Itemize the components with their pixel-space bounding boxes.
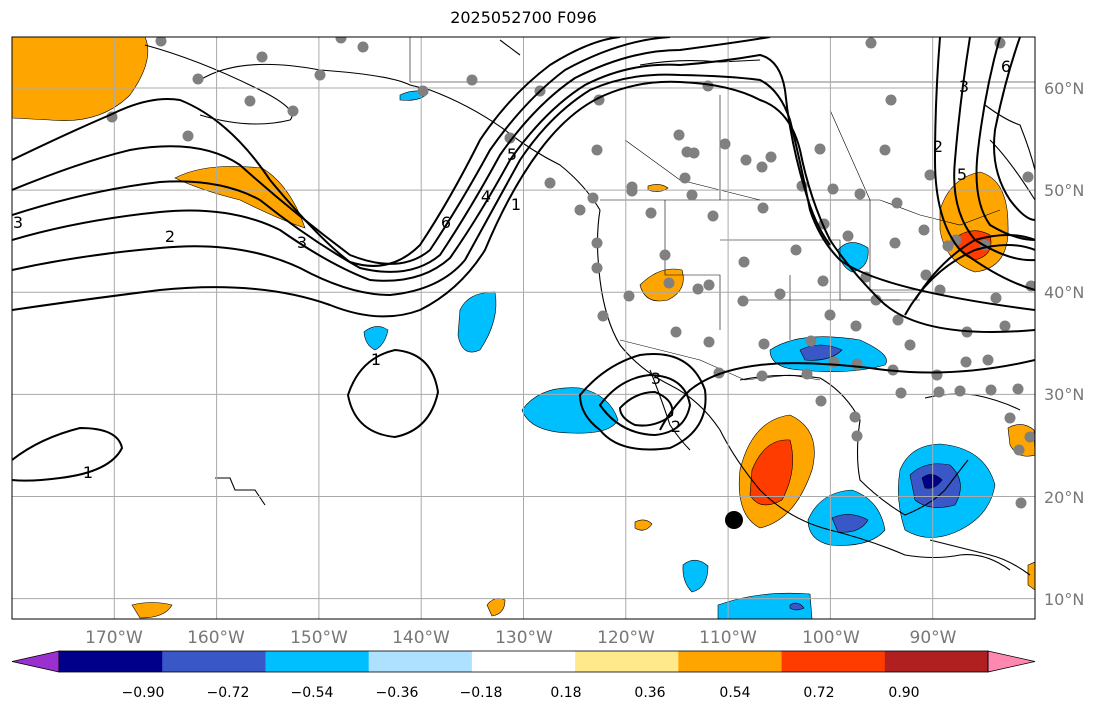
contour-label: 2 xyxy=(671,417,681,436)
map-content: 1 2 3 6 4 5 1 3 2 1 2 3 5 6 3 xyxy=(12,37,1035,619)
colorbar-segment xyxy=(884,651,989,672)
contour-label: 5 xyxy=(507,145,517,164)
colorbar-segment xyxy=(162,651,266,672)
station-markers xyxy=(106,37,1035,509)
colorbar-tick: −0.54 xyxy=(291,685,334,701)
lon-label: 90°W xyxy=(910,628,957,648)
map-frame xyxy=(11,36,1036,620)
latitude-labels: 60°N 50°N 40°N 30°N 20°N 10°N xyxy=(1044,79,1084,609)
lon-label: 100°W xyxy=(802,628,860,648)
contour-label: 3 xyxy=(297,233,307,252)
colorbar-extend-low xyxy=(11,650,60,673)
colorbar-tick: −0.18 xyxy=(460,685,503,701)
colorbar-segment xyxy=(59,651,163,672)
lon-label: 170°W xyxy=(85,628,143,648)
contour-label: 1 xyxy=(371,350,381,369)
lat-label: 10°N xyxy=(1044,590,1084,609)
colorbar-ticks: −0.90 −0.72 −0.54 −0.36 −0.18 0.18 0.36 … xyxy=(122,685,920,701)
colorbar-segment xyxy=(471,651,576,672)
lon-label: 120°W xyxy=(597,628,655,648)
lat-label: 60°N xyxy=(1044,79,1084,98)
contour-label: 2 xyxy=(933,137,943,156)
colorbar-extend-high xyxy=(987,650,1036,673)
lon-label: 140°W xyxy=(392,628,450,648)
contour-label: 2 xyxy=(165,227,175,246)
contour-label: 3 xyxy=(651,369,661,388)
colorbar xyxy=(11,650,1036,673)
contour-label: 3 xyxy=(959,77,969,96)
colorbar-tick: 0.54 xyxy=(719,685,750,701)
contour-label: 3 xyxy=(13,213,23,232)
colorbar-segment xyxy=(781,651,886,672)
lon-label: 160°W xyxy=(187,628,245,648)
colorbar-tick: 0.36 xyxy=(634,685,665,701)
contour-label: 1 xyxy=(83,463,93,482)
lon-label: 130°W xyxy=(495,628,553,648)
lon-label: 110°W xyxy=(699,628,757,648)
contour-lines xyxy=(12,37,1035,482)
colorbar-tick: −0.72 xyxy=(207,685,250,701)
colorbar-tick: −0.90 xyxy=(122,685,165,701)
contour-labels: 1 2 3 6 4 5 1 3 2 1 2 3 5 6 3 xyxy=(13,57,1011,482)
storm-marker xyxy=(725,511,743,529)
contour-label: 6 xyxy=(441,213,451,232)
contour-label: 1 xyxy=(511,195,521,214)
colorbar-segment xyxy=(265,651,370,672)
colorbar-frame xyxy=(58,650,989,673)
contour-label: 4 xyxy=(481,187,491,206)
lat-label: 20°N xyxy=(1044,488,1084,507)
colorbar-tick: −0.36 xyxy=(376,685,419,701)
contour-label: 6 xyxy=(1001,57,1011,76)
lon-label: 150°W xyxy=(290,628,348,648)
contour-label: 5 xyxy=(957,165,967,184)
lat-label: 30°N xyxy=(1044,385,1084,404)
colorbar-segment xyxy=(368,651,473,672)
longitude-labels: 170°W 160°W 150°W 140°W 130°W 120°W 110°… xyxy=(85,628,957,648)
lat-label: 50°N xyxy=(1044,181,1084,200)
map-title: 2025052700 F096 xyxy=(450,8,597,27)
lat-label: 40°N xyxy=(1044,283,1084,302)
colorbar-tick: 0.18 xyxy=(550,685,581,701)
colorbar-segment xyxy=(575,651,679,672)
colorbar-tick: 0.72 xyxy=(803,685,834,701)
colorbar-segment xyxy=(678,651,783,672)
colorbar-tick: 0.90 xyxy=(888,685,919,701)
